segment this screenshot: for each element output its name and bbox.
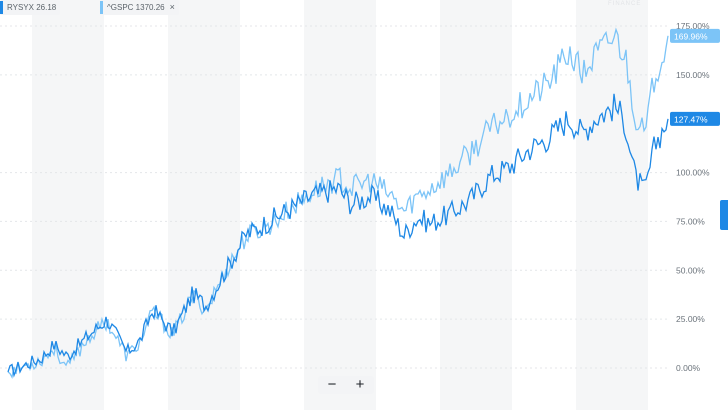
y-tick-label: 175.00% <box>676 21 710 31</box>
y-tick-label: 0.00% <box>676 363 701 373</box>
legend-symbol: ^GSPC <box>107 3 134 12</box>
legend-swatch-rysyx <box>0 1 3 14</box>
legend-symbol: RYSYX <box>7 3 34 12</box>
y-tick-label: 25.00% <box>676 314 705 324</box>
y-tick-label: 150.00% <box>676 70 710 80</box>
background-band <box>304 0 376 410</box>
y-tick-label: 100.00% <box>676 168 710 178</box>
zoom-control: − + <box>318 376 374 394</box>
zoom-out-button[interactable]: − <box>327 376 337 393</box>
zoom-in-button[interactable]: + <box>355 376 365 393</box>
series-line-gspc <box>7 27 669 379</box>
last-value-badge <box>670 28 720 43</box>
legend-item-gspc[interactable]: ^GSPC 1370.26 × <box>100 0 179 15</box>
watermark: FINANCE <box>608 1 642 7</box>
background-band <box>576 0 648 410</box>
y-tick-label: 50.00% <box>676 265 705 275</box>
legend-swatch-gspc <box>100 1 103 14</box>
background-band <box>168 0 240 410</box>
side-panel-tab[interactable] <box>720 200 728 230</box>
background-band <box>440 0 512 410</box>
legend-value: 26.18 <box>36 3 57 12</box>
last-value-badge <box>670 111 720 126</box>
y-tick-label: 75.00% <box>676 216 705 226</box>
series-line-rysyx <box>7 93 669 378</box>
last-value-label: 169.96% <box>674 31 708 41</box>
legend-item-rysyx[interactable]: RYSYX 26.18 <box>0 0 61 15</box>
legend-value: 1370.26 <box>135 3 165 12</box>
last-value-label: 127.47% <box>674 114 708 124</box>
close-icon[interactable]: × <box>169 2 175 12</box>
background-band <box>32 0 104 410</box>
